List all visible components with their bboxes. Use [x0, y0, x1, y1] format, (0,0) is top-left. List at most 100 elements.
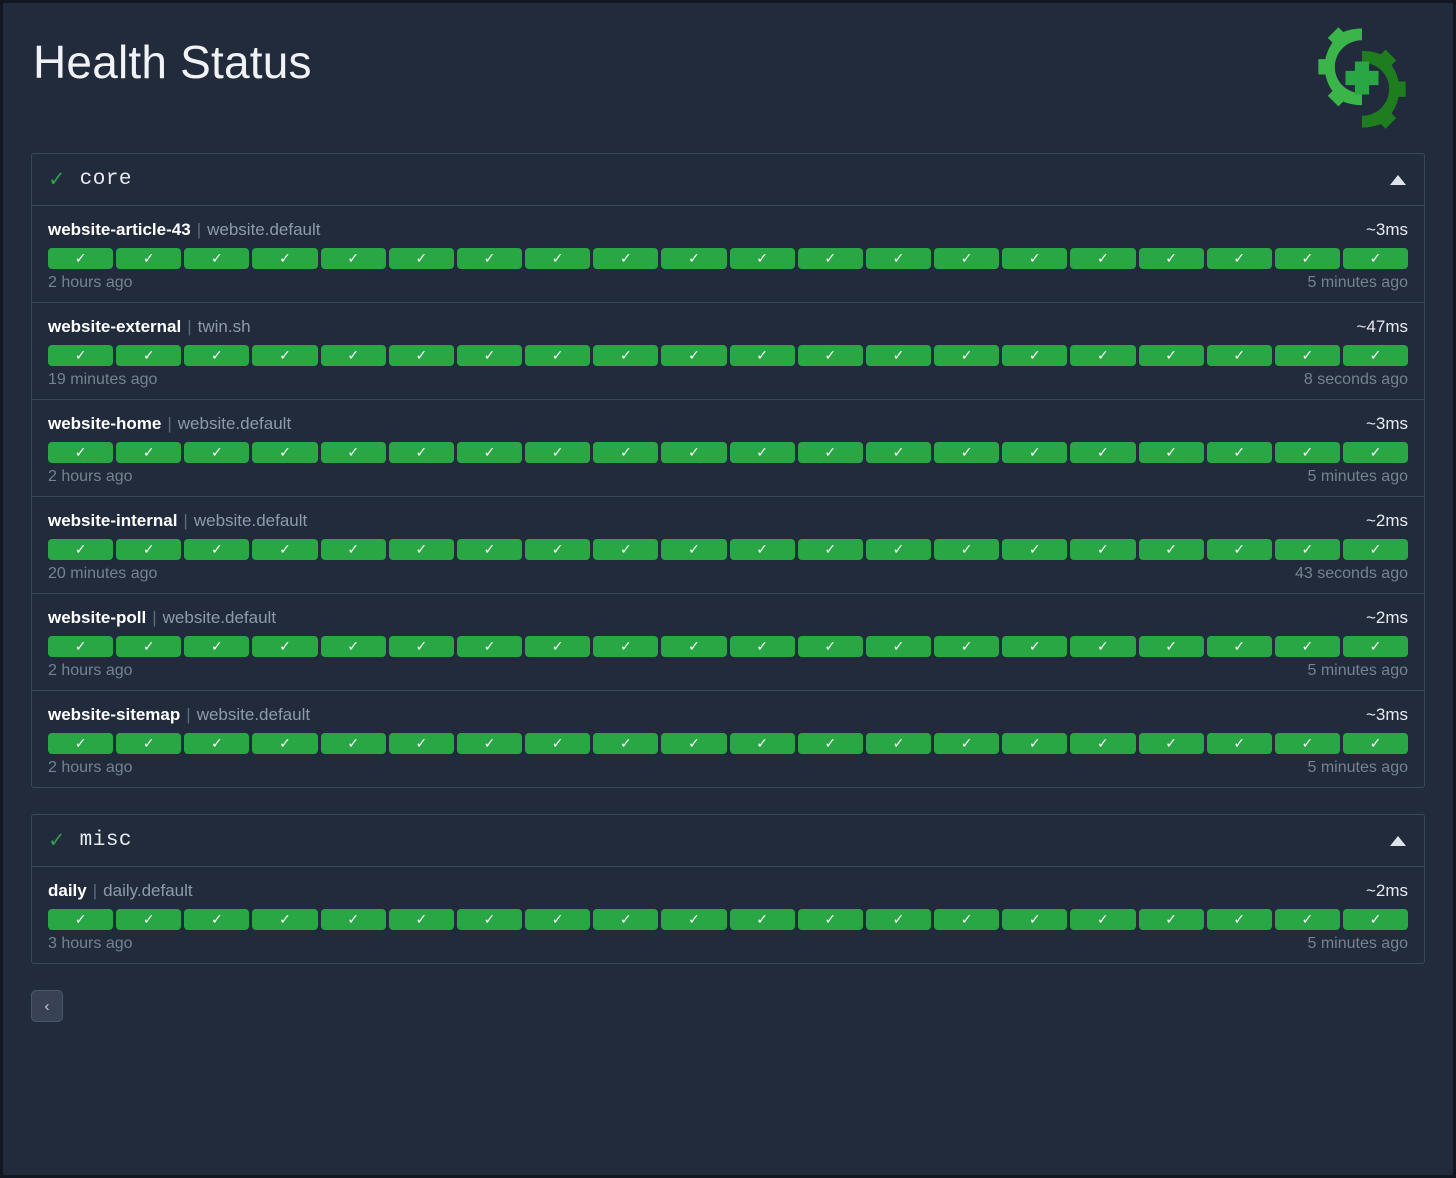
status-bar[interactable]: ✓ [729, 345, 795, 366]
status-bar[interactable]: ✓ [48, 539, 114, 560]
status-bar[interactable]: ✓ [320, 733, 386, 754]
status-bar[interactable]: ✓ [116, 909, 182, 930]
status-bar[interactable]: ✓ [934, 733, 1000, 754]
status-bar[interactable]: ✓ [865, 636, 932, 657]
status-bar[interactable]: ✓ [184, 636, 250, 657]
status-bar[interactable]: ✓ [252, 733, 318, 754]
status-bar[interactable]: ✓ [1138, 909, 1204, 930]
status-bar[interactable]: ✓ [1002, 733, 1068, 754]
status-bar[interactable]: ✓ [1274, 345, 1340, 366]
status-bar[interactable]: ✓ [1070, 733, 1136, 754]
service-name[interactable]: website-internal [48, 511, 178, 530]
status-bar[interactable]: ✓ [797, 733, 863, 754]
status-bar[interactable]: ✓ [729, 733, 795, 754]
status-bar[interactable]: ✓ [48, 733, 114, 754]
service-name[interactable]: website-article-43 [48, 220, 191, 239]
status-bar[interactable]: ✓ [729, 248, 795, 269]
status-bar[interactable]: ✓ [797, 248, 863, 269]
status-bar[interactable]: ✓ [797, 909, 863, 930]
status-bar[interactable]: ✓ [184, 733, 250, 754]
status-bar[interactable]: ✓ [1138, 636, 1204, 657]
status-bar[interactable]: ✓ [456, 909, 523, 930]
service-name[interactable]: website-sitemap [48, 705, 181, 724]
status-bar[interactable]: ✓ [1138, 539, 1204, 560]
status-bar[interactable]: ✓ [456, 733, 523, 754]
status-bar[interactable]: ✓ [865, 909, 932, 930]
status-bar[interactable]: ✓ [797, 442, 863, 463]
status-bar[interactable]: ✓ [593, 909, 659, 930]
status-bar[interactable]: ✓ [593, 442, 659, 463]
status-bar[interactable]: ✓ [593, 636, 659, 657]
status-bar[interactable]: ✓ [1274, 909, 1340, 930]
status-bar[interactable]: ✓ [388, 539, 454, 560]
status-bar[interactable]: ✓ [388, 248, 454, 269]
service-name[interactable]: website-external [48, 317, 182, 336]
status-bar[interactable]: ✓ [525, 442, 591, 463]
status-bar[interactable]: ✓ [1002, 909, 1068, 930]
status-bar[interactable]: ✓ [252, 345, 318, 366]
status-bar[interactable]: ✓ [252, 539, 318, 560]
status-bar[interactable]: ✓ [1138, 733, 1204, 754]
status-bar[interactable]: ✓ [593, 345, 659, 366]
status-bar[interactable]: ✓ [525, 733, 591, 754]
back-button[interactable]: ‹ [31, 990, 63, 1022]
status-bar[interactable]: ✓ [184, 442, 250, 463]
status-bar[interactable]: ✓ [184, 248, 250, 269]
status-bar[interactable]: ✓ [593, 248, 659, 269]
status-bar[interactable]: ✓ [1206, 345, 1272, 366]
status-bar[interactable]: ✓ [593, 539, 659, 560]
status-bar[interactable]: ✓ [1002, 539, 1068, 560]
status-bar[interactable]: ✓ [525, 636, 591, 657]
status-bar[interactable]: ✓ [1206, 539, 1272, 560]
status-bar[interactable]: ✓ [865, 248, 932, 269]
status-bar[interactable]: ✓ [456, 539, 523, 560]
status-bar[interactable]: ✓ [934, 248, 1000, 269]
status-bar[interactable]: ✓ [116, 733, 182, 754]
status-bar[interactable]: ✓ [252, 248, 318, 269]
status-bar[interactable]: ✓ [48, 442, 114, 463]
status-bar[interactable]: ✓ [388, 636, 454, 657]
status-bar[interactable]: ✓ [48, 345, 114, 366]
status-bar[interactable]: ✓ [525, 539, 591, 560]
status-bar[interactable]: ✓ [1206, 636, 1272, 657]
status-bar[interactable]: ✓ [865, 539, 932, 560]
status-bar[interactable]: ✓ [1070, 909, 1136, 930]
status-bar[interactable]: ✓ [1070, 539, 1136, 560]
status-bar[interactable]: ✓ [661, 733, 727, 754]
status-bar[interactable]: ✓ [116, 539, 182, 560]
status-bar[interactable]: ✓ [661, 909, 727, 930]
status-bar[interactable]: ✓ [388, 733, 454, 754]
status-bar[interactable]: ✓ [1002, 636, 1068, 657]
status-bar[interactable]: ✓ [729, 636, 795, 657]
status-bar[interactable]: ✓ [1206, 442, 1272, 463]
status-bar[interactable]: ✓ [1342, 345, 1409, 366]
status-bar[interactable]: ✓ [661, 539, 727, 560]
status-bar[interactable]: ✓ [252, 636, 318, 657]
service-name[interactable]: website-poll [48, 608, 147, 627]
status-bar[interactable]: ✓ [320, 539, 386, 560]
status-bar[interactable]: ✓ [48, 636, 114, 657]
status-bar[interactable]: ✓ [1274, 636, 1340, 657]
service-name[interactable]: website-home [48, 414, 162, 433]
status-bar[interactable]: ✓ [116, 442, 182, 463]
status-bar[interactable]: ✓ [388, 345, 454, 366]
group-header-misc[interactable]: ✓ misc [32, 815, 1424, 867]
status-bar[interactable]: ✓ [388, 442, 454, 463]
status-bar[interactable]: ✓ [661, 248, 727, 269]
status-bar[interactable]: ✓ [320, 248, 386, 269]
status-bar[interactable]: ✓ [593, 733, 659, 754]
status-bar[interactable]: ✓ [184, 539, 250, 560]
status-bar[interactable]: ✓ [184, 345, 250, 366]
caret-up-icon[interactable] [1390, 835, 1406, 846]
status-bar[interactable]: ✓ [865, 733, 932, 754]
status-bar[interactable]: ✓ [48, 909, 114, 930]
status-bar[interactable]: ✓ [661, 442, 727, 463]
status-bar[interactable]: ✓ [456, 442, 523, 463]
status-bar[interactable]: ✓ [388, 909, 454, 930]
status-bar[interactable]: ✓ [320, 345, 386, 366]
group-header-core[interactable]: ✓ core [32, 154, 1424, 206]
status-bar[interactable]: ✓ [797, 345, 863, 366]
status-bar[interactable]: ✓ [116, 248, 182, 269]
status-bar[interactable]: ✓ [320, 442, 386, 463]
status-bar[interactable]: ✓ [456, 636, 523, 657]
